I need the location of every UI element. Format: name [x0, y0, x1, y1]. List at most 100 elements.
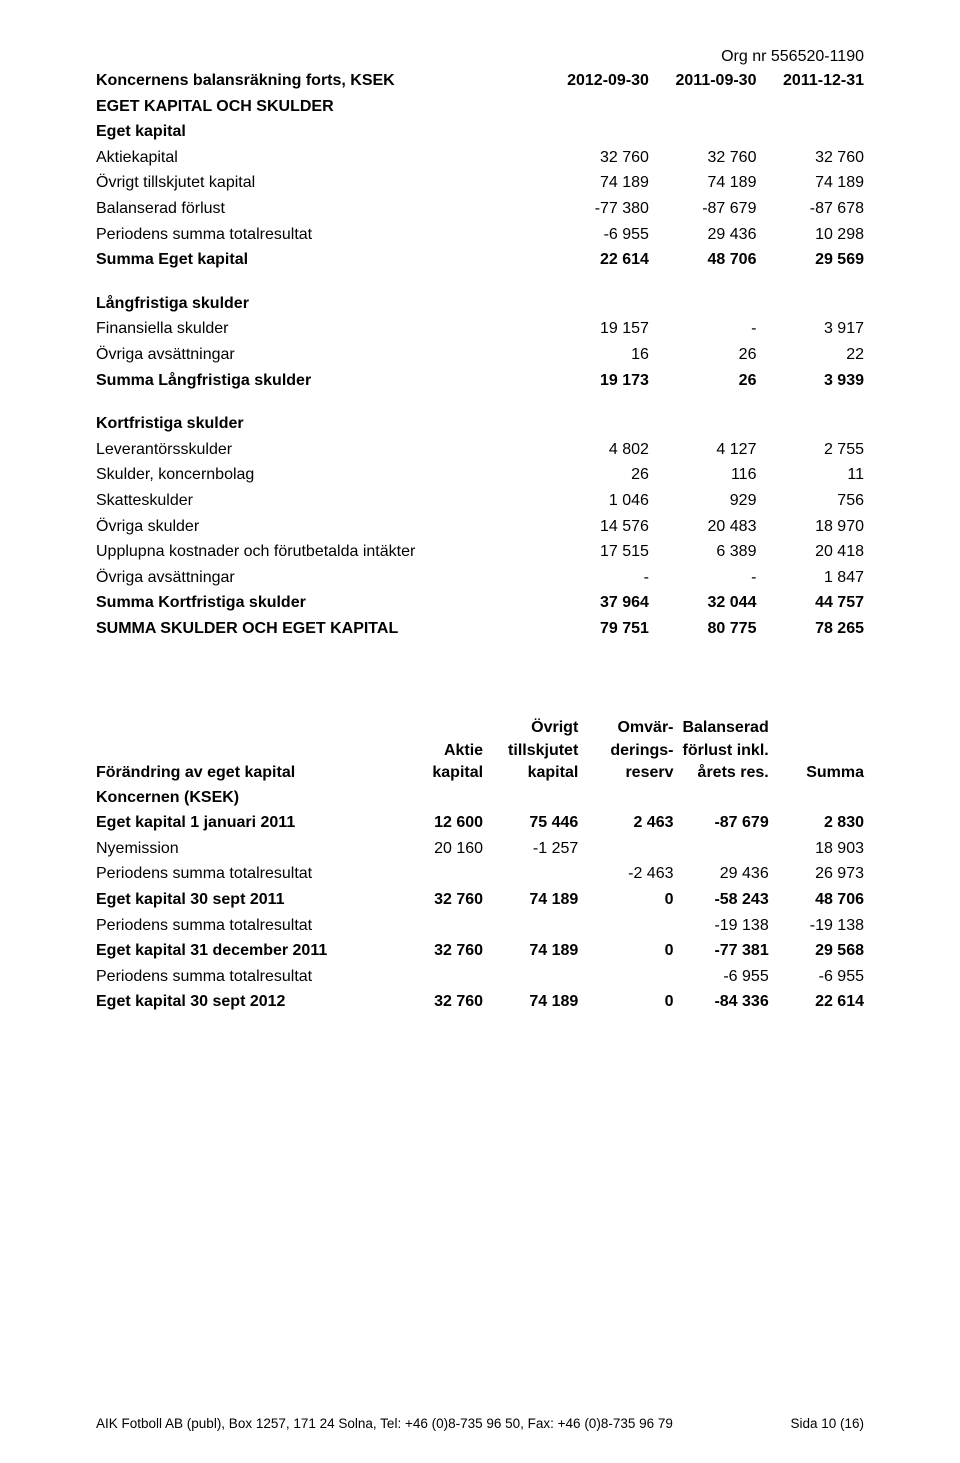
row-val: 74 189 [649, 170, 757, 196]
row-val: 29 568 [769, 938, 864, 964]
row-val: 48 706 [649, 247, 757, 273]
row-val: 0 [578, 887, 673, 913]
row-val: 37 964 [541, 590, 649, 616]
hdr: derings- [578, 740, 673, 762]
t1-col-1: 2011-09-30 [649, 68, 757, 94]
hdr [96, 740, 388, 762]
row-label: Aktiekapital [96, 145, 541, 171]
row-val [674, 836, 769, 862]
row-val: 78 265 [756, 616, 864, 642]
row-val: 11 [756, 462, 864, 488]
row-val [388, 913, 483, 939]
row-val [483, 861, 578, 887]
row-val: 19 173 [541, 368, 649, 394]
row-label: Övriga avsättningar [96, 565, 541, 591]
hdr [96, 717, 388, 739]
row-val: 3 939 [756, 368, 864, 394]
row-val: -6 955 [541, 222, 649, 248]
row-val: 1 046 [541, 488, 649, 514]
row-val: 0 [578, 938, 673, 964]
t1-h3: Långfristiga skulder [96, 291, 864, 317]
t1-col-0: 2012-09-30 [541, 68, 649, 94]
row-val: 32 760 [388, 887, 483, 913]
row-val [388, 964, 483, 990]
row-val: 29 436 [674, 861, 769, 887]
row-val: -87 678 [756, 196, 864, 222]
row-val: 17 515 [541, 539, 649, 565]
row-val: 0 [578, 989, 673, 1015]
row-label: Periodens summa totalresultat [96, 861, 388, 887]
row-label: Övriga avsättningar [96, 342, 541, 368]
equity-change-table: Övrigt Omvär- Balanserad Aktie tillskjut… [96, 717, 864, 1015]
row-val: 22 614 [769, 989, 864, 1015]
row-val [578, 836, 673, 862]
row-val: - [649, 316, 757, 342]
footer-right: Sida 10 (16) [790, 1416, 864, 1431]
t1-h2: Eget kapital [96, 119, 864, 145]
row-label: Eget kapital 31 december 2011 [96, 938, 388, 964]
row-val: 29 569 [756, 247, 864, 273]
row-val: 26 [649, 368, 757, 394]
row-val: -1 257 [483, 836, 578, 862]
t1-col-2: 2011-12-31 [756, 68, 864, 94]
row-label: Balanserad förlust [96, 196, 541, 222]
row-label: Nyemission [96, 836, 388, 862]
hdr [769, 740, 864, 762]
row-label: Skulder, koncernbolag [96, 462, 541, 488]
row-val: 75 446 [483, 810, 578, 836]
row-val: -19 138 [769, 913, 864, 939]
row-label: Upplupna kostnader och förutbetalda intä… [96, 539, 541, 565]
row-val: -6 955 [769, 964, 864, 990]
hdr [388, 717, 483, 739]
row-val: 74 189 [483, 989, 578, 1015]
row-val: 2 830 [769, 810, 864, 836]
t2-sub: Koncernen (KSEK) [96, 785, 864, 811]
hdr: Förändring av eget kapital [96, 762, 388, 784]
row-val: 4 127 [649, 437, 757, 463]
row-label: Leverantörsskulder [96, 437, 541, 463]
footer-left: AIK Fotboll AB (publ), Box 1257, 171 24 … [96, 1416, 673, 1431]
row-val [483, 913, 578, 939]
row-val: 12 600 [388, 810, 483, 836]
row-val: 32 760 [756, 145, 864, 171]
row-val: 18 970 [756, 514, 864, 540]
row-label: Skatteskulder [96, 488, 541, 514]
row-label: Periodens summa totalresultat [96, 222, 541, 248]
row-val: -84 336 [674, 989, 769, 1015]
row-label: Eget kapital 30 sept 2012 [96, 989, 388, 1015]
row-val [578, 964, 673, 990]
row-label: Summa Eget kapital [96, 247, 541, 273]
row-val: -2 463 [578, 861, 673, 887]
page: Org nr 556520-1190 Koncernens balansräkn… [0, 0, 960, 1463]
page-footer: AIK Fotboll AB (publ), Box 1257, 171 24 … [96, 1392, 864, 1431]
row-label: Övriga skulder [96, 514, 541, 540]
hdr: Omvär- [578, 717, 673, 739]
row-label: Summa Långfristiga skulder [96, 368, 541, 394]
row-val: 74 189 [756, 170, 864, 196]
row-val: 2 755 [756, 437, 864, 463]
row-val: 32 760 [649, 145, 757, 171]
hdr: kapital [388, 762, 483, 784]
row-val: 32 760 [388, 989, 483, 1015]
row-val: 2 463 [578, 810, 673, 836]
row-val: 32 760 [388, 938, 483, 964]
org-number: Org nr 556520-1190 [96, 48, 864, 66]
row-val: - [649, 565, 757, 591]
row-val: 20 483 [649, 514, 757, 540]
row-val: -6 955 [674, 964, 769, 990]
hdr: Balanserad [674, 717, 769, 739]
row-val: 20 418 [756, 539, 864, 565]
row-val: 22 [756, 342, 864, 368]
hdr: Summa [769, 762, 864, 784]
row-val: 44 757 [756, 590, 864, 616]
row-label: Periodens summa totalresultat [96, 913, 388, 939]
row-val: 18 903 [769, 836, 864, 862]
row-val: 16 [541, 342, 649, 368]
row-val: 74 189 [483, 938, 578, 964]
t1-title: Koncernens balansräkning forts, KSEK [96, 68, 541, 94]
row-val: 10 298 [756, 222, 864, 248]
row-val: 32 760 [541, 145, 649, 171]
row-val: 26 [541, 462, 649, 488]
row-label: Finansiella skulder [96, 316, 541, 342]
row-val: -77 380 [541, 196, 649, 222]
